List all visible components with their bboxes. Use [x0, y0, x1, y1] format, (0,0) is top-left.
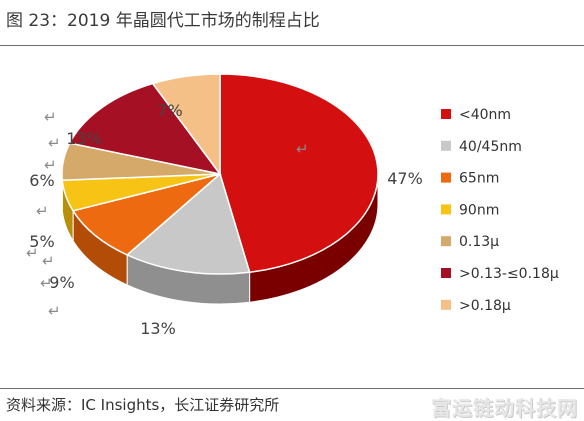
return-mark-6: ↵ — [42, 252, 55, 270]
return-mark-3: ↵ — [296, 140, 309, 158]
legend-swatch-6 — [441, 300, 451, 310]
legend-label-0: <40nm — [459, 107, 511, 123]
slice-label-1: 13% — [140, 319, 176, 338]
legend-label-5: >0.13-≤0.18μ — [459, 266, 559, 282]
legend: <40nm 40/45nm 65nm 90nm 0.13μ >0.13-≤0.18μ >0.… — [441, 107, 559, 314]
slice-label-0: 47% — [387, 169, 423, 188]
return-mark-8: ↵ — [48, 302, 61, 320]
legend-swatch-5 — [441, 268, 451, 278]
slice-label-2: 9% — [49, 273, 74, 292]
source-note: 资料来源：IC Insights，长江证券研究所 — [6, 394, 279, 415]
legend-swatch-2 — [441, 173, 451, 183]
legend-label-4: 0.13μ — [459, 234, 499, 250]
legend-label-3: 90nm — [459, 202, 499, 218]
return-mark-7: ↵ — [40, 274, 53, 292]
bottom-rule — [0, 388, 584, 389]
return-mark-2: ↵ — [44, 156, 57, 174]
legend-swatch-1 — [441, 141, 451, 151]
chart-title: 图 23：2019 年晶圆代工市场的制程占比 — [6, 6, 320, 31]
pie-layer — [62, 74, 378, 304]
return-mark-5: ↵ — [26, 244, 39, 262]
legend-swatch-0 — [441, 109, 451, 119]
watermark: 富运链动科技网 — [431, 392, 578, 421]
legend-label-1: 40/45nm — [459, 139, 522, 155]
legend-label-2: 65nm — [459, 171, 499, 187]
return-mark-4: ↵ — [36, 202, 49, 220]
slice-label-5: 13% — [66, 129, 102, 148]
return-mark-1: ↵ — [48, 134, 61, 152]
legend-swatch-3 — [441, 204, 451, 214]
return-mark-0: ↵ — [44, 108, 57, 126]
legend-label-6: >0.18μ — [459, 298, 511, 314]
legend-swatch-4 — [441, 236, 451, 246]
slice-label-6: 7% — [157, 101, 182, 120]
pie-chart: 47%13%9%5%6%13%7% <40nm40/45nm65nm90nm0.… — [0, 46, 584, 386]
